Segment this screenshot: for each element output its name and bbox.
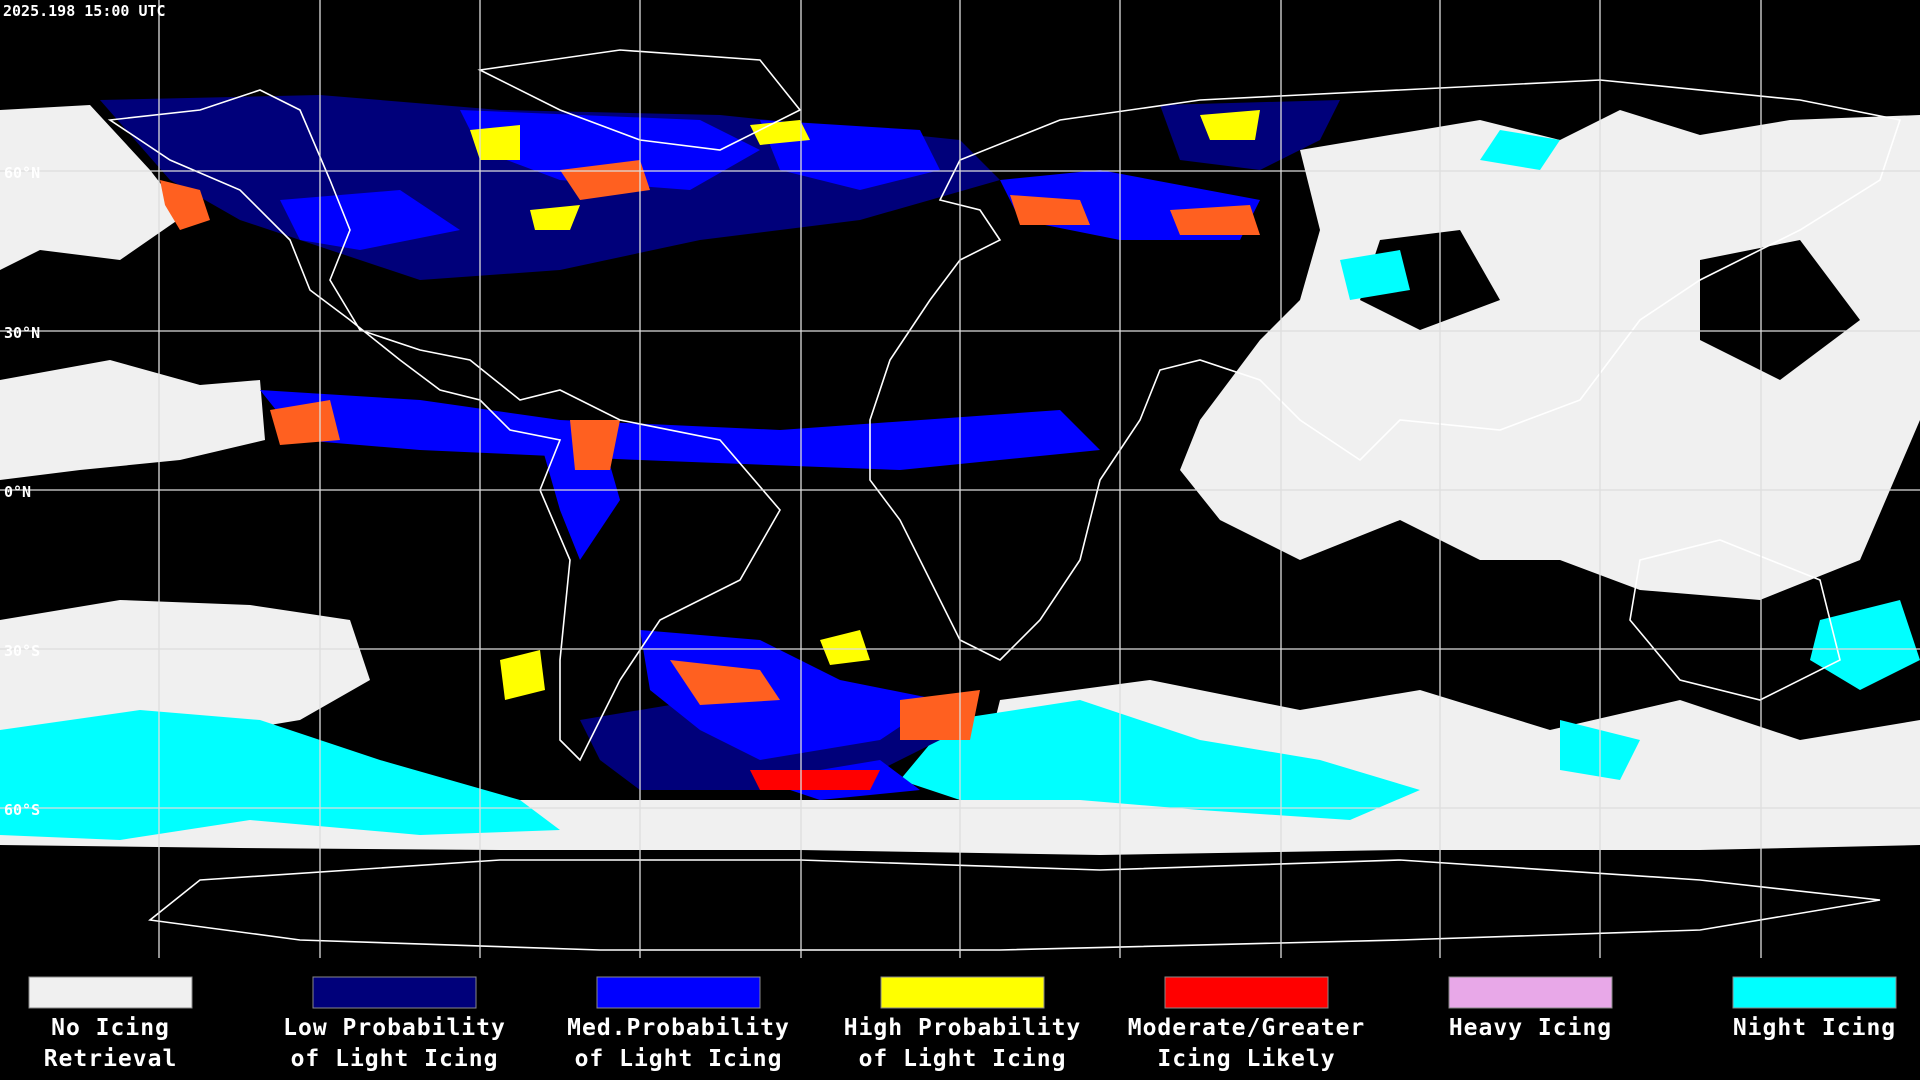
legend-swatch <box>312 976 477 1009</box>
legend-label: No Icing <box>51 1015 170 1041</box>
legend-label: Med.Probability <box>567 1015 790 1041</box>
high-probability-areas <box>470 110 1260 700</box>
legend-swatch <box>596 976 761 1009</box>
latitude-label: 30°S <box>4 642 40 660</box>
legend-label: Heavy Icing <box>1449 1015 1612 1041</box>
latitude-label: 0°N <box>4 483 31 501</box>
coastlines <box>107 49 1902 951</box>
latitude-label: 60°S <box>4 801 40 819</box>
legend-swatch <box>1732 976 1897 1009</box>
legend-label: Retrieval <box>44 1046 178 1072</box>
graticule <box>0 0 1920 958</box>
latitude-label: 60°N <box>4 164 40 182</box>
legend-label: Night Icing <box>1733 1015 1896 1041</box>
legend-swatch <box>28 976 193 1009</box>
legend-swatch <box>1164 976 1329 1009</box>
legend-swatch <box>880 976 1045 1009</box>
timestamp: 2025.198 15:00 UTC <box>3 2 166 20</box>
legend-label: Moderate/Greater <box>1128 1015 1366 1041</box>
latitude-label: 30°N <box>4 324 40 342</box>
legend-label: Low Probability <box>283 1015 506 1041</box>
moderate-icing-areas <box>160 160 1260 790</box>
legend-label: of Light Icing <box>575 1046 783 1072</box>
legend-swatch <box>1448 976 1613 1009</box>
legend-label: Icing Likely <box>1157 1046 1335 1072</box>
legend-label: of Light Icing <box>859 1046 1067 1072</box>
legend-label: High Probability <box>844 1015 1082 1041</box>
legend-label: of Light Icing <box>291 1046 499 1072</box>
